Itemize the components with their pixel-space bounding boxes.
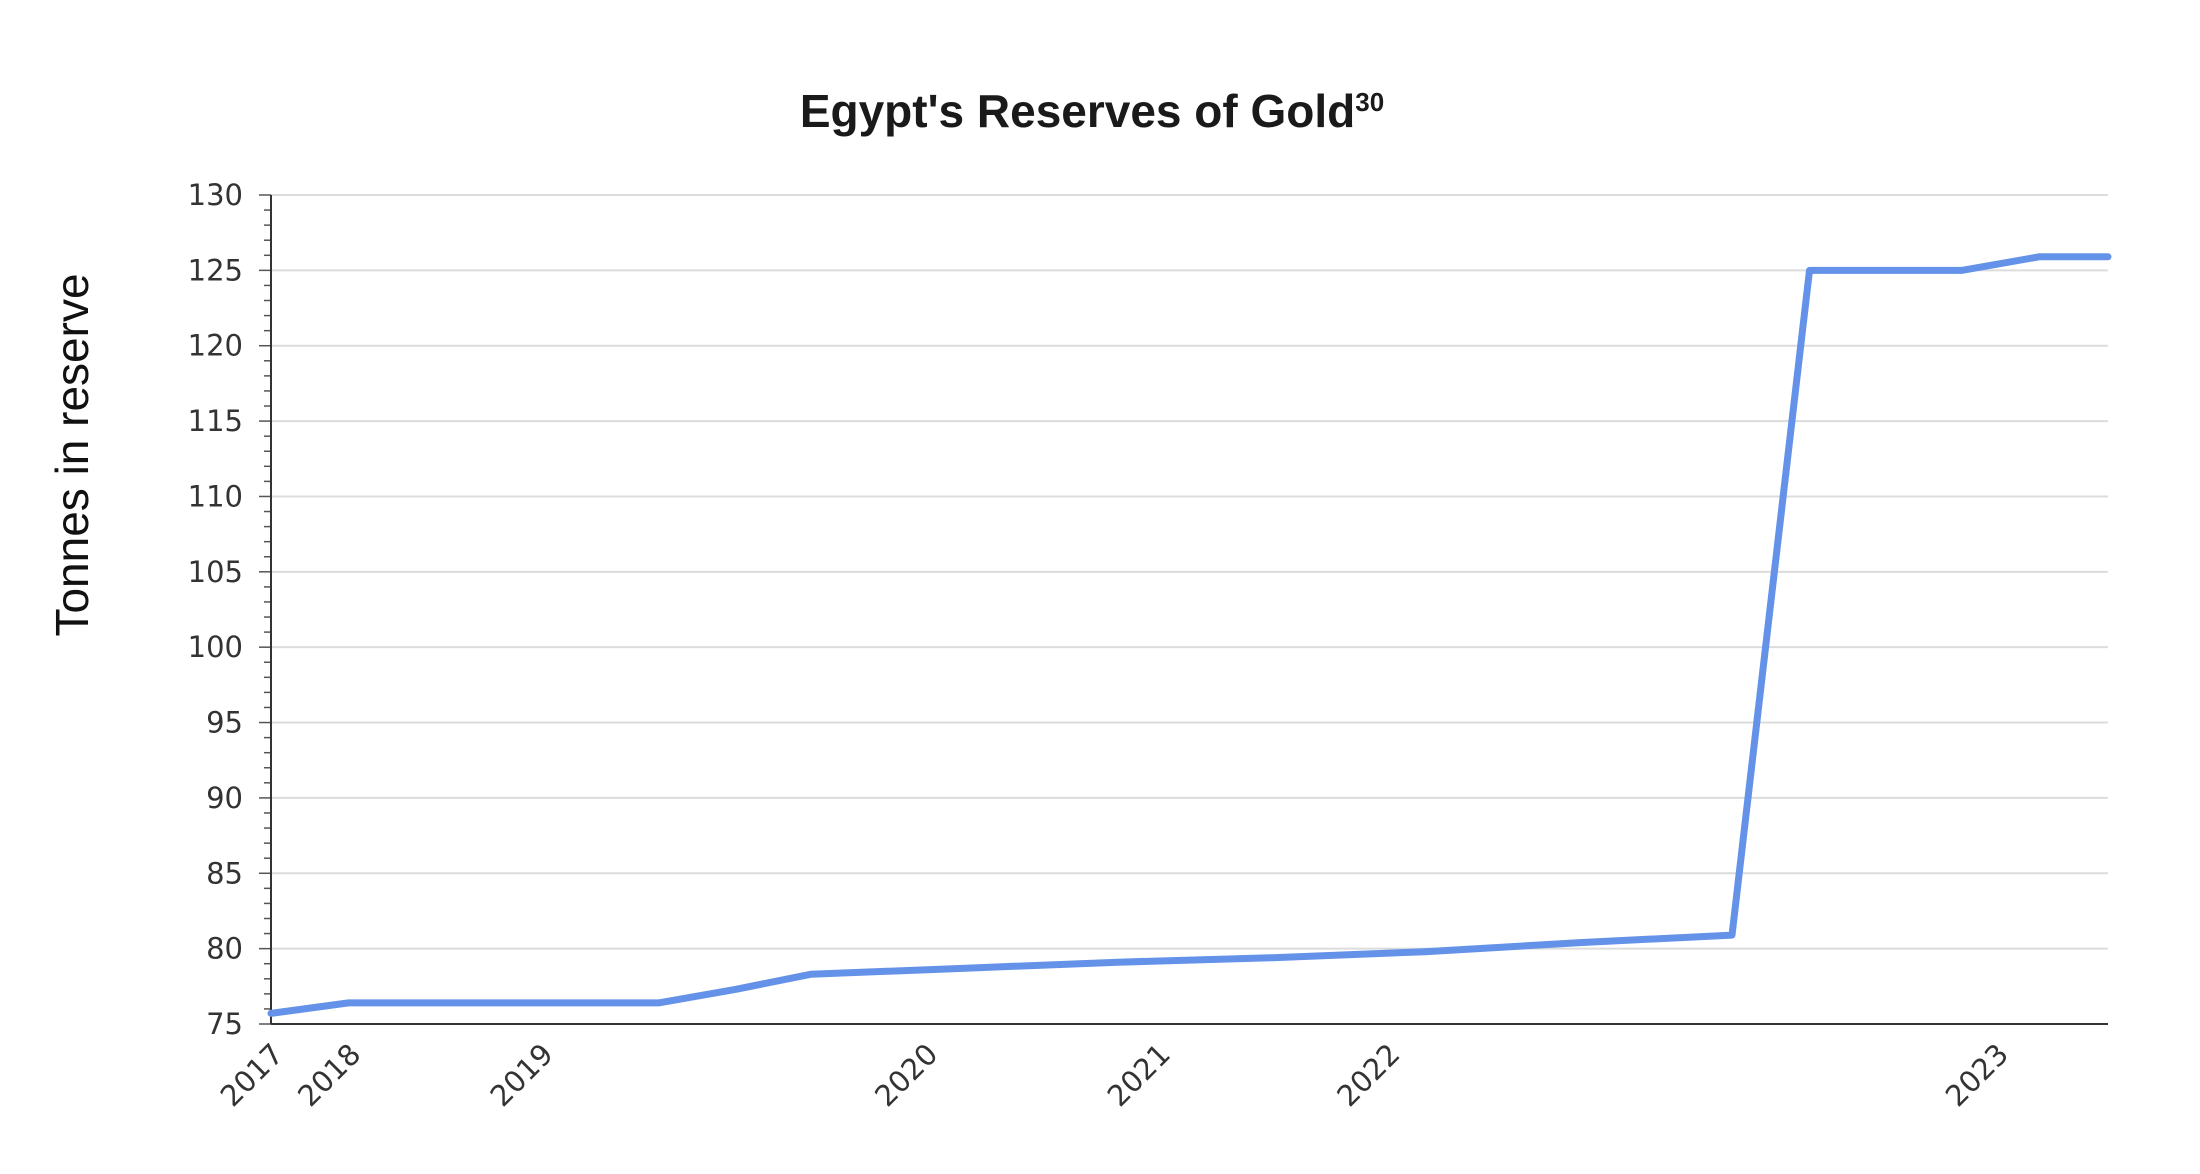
series-layer: [267, 253, 2112, 1017]
gridlines: [271, 194, 2108, 1025]
y-tick-label: 110: [188, 479, 243, 513]
series-line: [267, 253, 2112, 1017]
x-tick-label: 2023: [1939, 1037, 2015, 1113]
x-tick-label: 2020: [868, 1037, 944, 1113]
y-tick-label: 100: [188, 630, 243, 664]
y-tick-label: 75: [206, 1007, 243, 1041]
y-tick-label: 130: [188, 178, 243, 212]
x-tick-label: 2018: [291, 1037, 367, 1113]
y-tick-label: 90: [206, 781, 243, 815]
y-tick-label: 105: [188, 555, 243, 589]
x-tick-label: 2022: [1330, 1037, 1406, 1113]
axes: [270, 195, 2108, 1025]
y-tick-label: 80: [206, 932, 243, 966]
y-tick-label: 115: [188, 404, 243, 438]
x-tick-label: 2017: [214, 1037, 290, 1113]
x-tick-label: 2021: [1101, 1037, 1177, 1113]
y-axis-label: Tonnes in reserve: [46, 273, 98, 636]
chart-title: Egypt's Reserves of Gold30: [800, 85, 1384, 137]
minor-ticks: [259, 194, 271, 1025]
y-tick-label: 120: [188, 329, 243, 363]
x-tick-labels: 2017 2018 2019 2020 2021 2022 2023: [214, 1037, 2015, 1113]
title-superscript: 30: [1355, 87, 1384, 117]
y-tick-label: 95: [206, 706, 243, 740]
x-tick-label: 2019: [484, 1037, 560, 1113]
y-tick-label: 125: [188, 253, 243, 287]
y-tick-label: 85: [206, 856, 243, 890]
y-tick-labels: 75 80 85 90 95 100 105 110 115 120 125 130: [188, 178, 243, 1041]
